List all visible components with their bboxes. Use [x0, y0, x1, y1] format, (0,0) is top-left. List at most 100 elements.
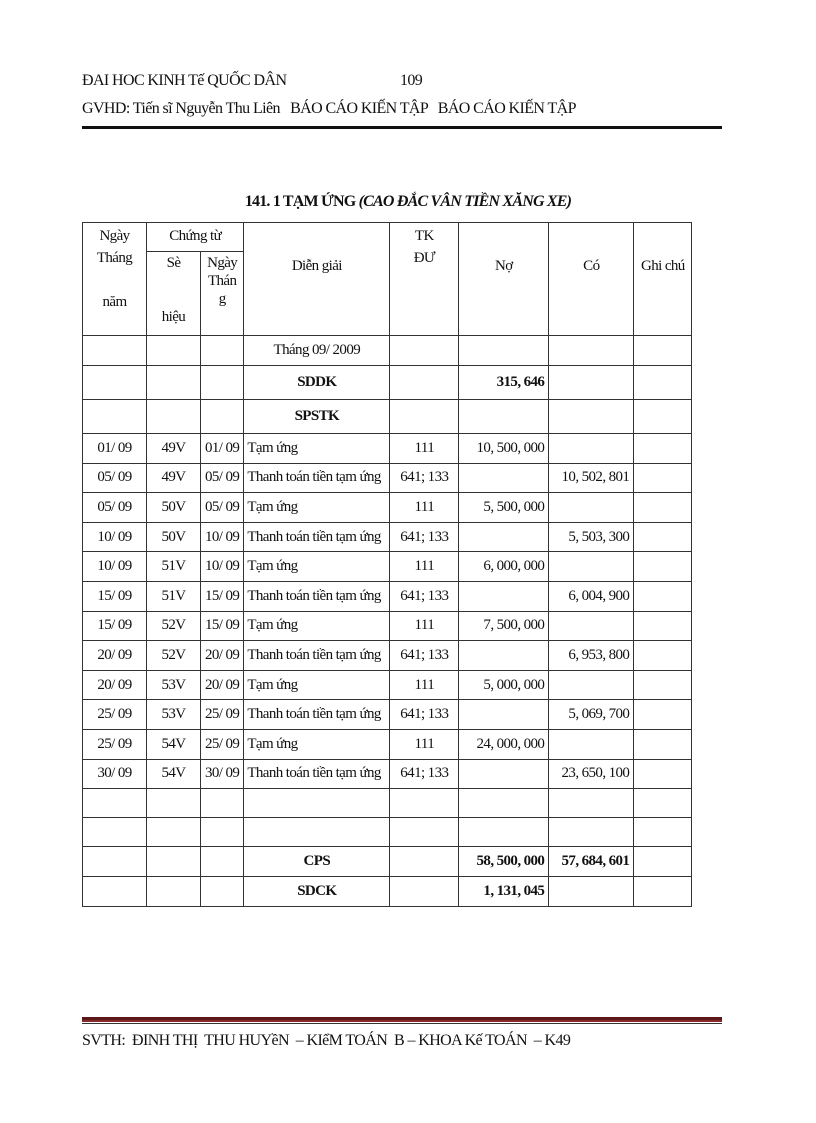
cell-debit [458, 640, 550, 671]
cell-credit: 10, 502, 801 [548, 462, 635, 494]
empty-cell [243, 817, 391, 848]
cell-voucher-date: 10/ 09 [199, 551, 245, 582]
header-note: Ghi chú [633, 222, 693, 336]
cell-date: 25/ 09 [82, 699, 147, 730]
cell-credit [548, 669, 635, 701]
empty-cell [82, 817, 147, 848]
cell-note [633, 462, 693, 494]
cell-voucher-number: 50V [146, 492, 201, 523]
cell-date: 05/ 09 [82, 492, 147, 523]
cell-account: 641; 133 [389, 640, 460, 671]
empty-cell [146, 788, 201, 819]
empty-cell [199, 876, 245, 908]
cell-credit [548, 492, 635, 523]
cell-note [633, 492, 693, 523]
cell-voucher-date: 25/ 09 [199, 728, 245, 760]
cell-description: Tạm ứng [243, 433, 391, 464]
month-row: Tháng 09/ 2009 [82, 335, 693, 366]
cell-voucher-number: 52V [146, 610, 201, 642]
cell-note [633, 610, 693, 642]
cell-account: 111 [389, 669, 460, 701]
cell-voucher-date: 20/ 09 [199, 669, 245, 701]
cell-account: 111 [389, 610, 460, 642]
cell-description: Thanh toán tiền tạm ứng [243, 521, 391, 553]
table-row: 30/ 09 54V 30/ 09 Thanh toán tiền tạm ứng 64… [82, 758, 693, 790]
totals-credit: 57, 684, 601 [548, 846, 635, 878]
cell-debit [458, 521, 550, 553]
closing-debit: 1, 131, 045 [458, 876, 550, 908]
cell-debit [458, 580, 550, 612]
cell-voucher-number: 53V [146, 699, 201, 730]
empty-cell [458, 817, 550, 848]
empty-cell [199, 817, 245, 848]
empty-cell [243, 788, 391, 819]
header-description: Diễn giải [243, 222, 391, 336]
cell-note [633, 728, 693, 760]
cell-voucher-number: 49V [146, 462, 201, 494]
ledger-table: Ngày Tháng năm Chứng từ Diễn giải TK ĐƯ … [82, 222, 693, 908]
cell-credit [548, 551, 635, 582]
table-row: 10/ 09 50V 10/ 09 Thanh toán tiền tạm ứng 64… [82, 521, 693, 553]
period-label: SPSTK [243, 399, 391, 434]
empty-cell [548, 817, 635, 848]
cell-credit [548, 728, 635, 760]
cell-date: 20/ 09 [82, 669, 147, 701]
empty-cell [146, 817, 201, 848]
cell-debit: 10, 500, 000 [458, 433, 550, 464]
cell-date: 10/ 09 [82, 551, 147, 582]
cell-description: Tạm ứng [243, 610, 391, 642]
month-label: Tháng 09/ 2009 [243, 335, 391, 366]
cell-date: 05/ 09 [82, 462, 147, 494]
empty-cell [633, 846, 693, 878]
table-row: 20/ 09 52V 20/ 09 Thanh toán tiền tạm ứng 64… [82, 640, 693, 671]
footer-rule-thin [82, 1023, 722, 1024]
cell-debit: 5, 500, 000 [458, 492, 550, 523]
cell-note [633, 521, 693, 553]
table-row: 01/ 09 49V 01/ 09 Tạm ứng 111 10, 500, 000 [82, 433, 693, 464]
cell-debit [458, 699, 550, 730]
empty-cell [633, 788, 693, 819]
cell-account: 641; 133 [389, 699, 460, 730]
empty-cell [389, 846, 460, 878]
cell-credit: 23, 650, 100 [548, 758, 635, 790]
empty-cell [548, 788, 635, 819]
cell-date: 01/ 09 [82, 433, 147, 464]
table-row: 25/ 09 54V 25/ 09 Tạm ứng 111 24, 000, 000 [82, 728, 693, 760]
header-debit: Nợ [458, 222, 550, 336]
header-voucher-number: Sè hiệu [146, 251, 201, 336]
cell-debit: 7, 500, 000 [458, 610, 550, 642]
cell-voucher-number: 51V [146, 551, 201, 582]
cell-account: 641; 133 [389, 580, 460, 612]
empty-cell [146, 876, 201, 908]
cell-voucher-date: 20/ 09 [199, 640, 245, 671]
footer-text: SVTH: ĐINH THỊ THU HUYềN – KIểM TOÁN B –… [82, 1032, 571, 1049]
empty-row [82, 788, 693, 819]
cell-account: 111 [389, 433, 460, 464]
empty-cell [633, 817, 693, 848]
cell-voucher-date: 15/ 09 [199, 610, 245, 642]
table-row: 20/ 09 53V 20/ 09 Tạm ứng 111 5, 000, 000 [82, 669, 693, 701]
cell-credit [548, 433, 635, 464]
totals-row: CPS 58, 500, 000 57, 684, 601 [82, 846, 693, 878]
header-voucher-date: Ngày Thán g [199, 251, 245, 336]
empty-cell [199, 788, 245, 819]
university-name: ĐAI HOC KINH Tế QUỐC DÂN [82, 72, 287, 89]
opening-balance-row: SDDK 315, 646 [82, 365, 693, 400]
cell-debit: 24, 000, 000 [458, 728, 550, 760]
table-row: 05/ 09 50V 05/ 09 Tạm ứng 111 5, 500, 000 [82, 492, 693, 523]
table-row: 15/ 09 52V 15/ 09 Tạm ứng 111 7, 500, 000 [82, 610, 693, 642]
empty-cell [82, 876, 147, 908]
cell-account: 641; 133 [389, 521, 460, 553]
cell-voucher-number: 54V [146, 728, 201, 760]
cell-voucher-date: 30/ 09 [199, 758, 245, 790]
cell-date: 15/ 09 [82, 580, 147, 612]
empty-cell [389, 876, 460, 908]
cell-voucher-number: 51V [146, 580, 201, 612]
header-credit: Có [548, 222, 635, 336]
empty-cell [199, 846, 245, 878]
empty-row [82, 817, 693, 848]
cell-credit: 6, 953, 800 [548, 640, 635, 671]
cell-voucher-date: 15/ 09 [199, 580, 245, 612]
title-main: 141. 1 TẠM ỨNG [244, 193, 359, 210]
empty-cell [82, 846, 147, 878]
